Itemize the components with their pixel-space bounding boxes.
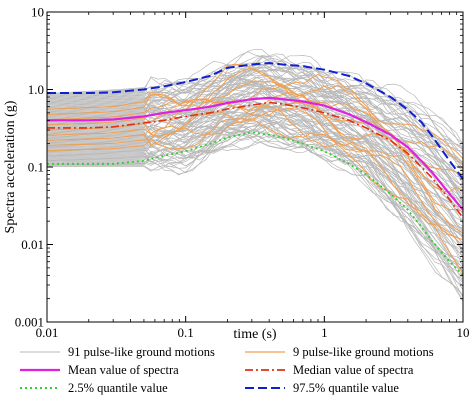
gray-motion-line [46,115,464,268]
legend-quantile-97-5-label: 97.5% quantile value [293,381,399,395]
y-axis-title: Spectra acceleration (g) [3,100,18,233]
orange-motion-line [46,80,464,175]
legend-quantile-2-5-label: 2.5% quantile value [68,381,168,395]
gray-motion-line [46,106,464,244]
gray-motion-line [46,55,464,150]
gray-motion-line [46,75,464,178]
gray-motion-line [46,73,464,188]
gray-motion-line [46,98,464,231]
gray-motion-line [46,53,464,147]
gray-motion-line [46,125,464,278]
gray-motion-line [46,67,464,170]
orange-motion-line [46,101,464,234]
quantile-97-5-line [47,61,464,180]
gray-motion-line [46,63,464,170]
orange-series-lines [46,63,464,275]
legend-orange-label: 9 pulse-like ground motions [293,345,434,359]
legend: 91 pulse-like ground motions 9 pulse-like… [20,345,434,395]
x-tick-label: 0.01 [36,325,59,340]
gray-motion-line [46,91,464,224]
gray-motion-line [46,99,464,233]
gray-motion-line [46,118,464,272]
gray-motion-line [46,97,464,227]
gray-motion-line [46,74,464,194]
y-tick-label: 10 [31,5,44,20]
gray-motion-line [46,104,464,236]
orange-motion-line [46,105,464,247]
legend-gray-label: 91 pulse-like ground motions [68,345,215,359]
statistic-series-lines [47,61,464,276]
orange-motion-line [46,63,464,159]
legend-median-label: Median value of spectra [293,363,414,377]
y-tick-label: 0.1 [28,160,44,175]
y-tick-label: 0.01 [21,237,44,252]
gray-motion-line [46,100,464,236]
gray-motion-line [46,62,464,156]
gray-motion-line [47,130,464,302]
orange-motion-line [46,107,464,241]
x-tick-label: 10 [457,325,470,340]
x-tick-label: 0.1 [178,325,194,340]
median-line [47,101,464,219]
quantile-2-5-line [47,131,464,276]
gray-motion-line [46,83,464,210]
gray-motion-line [47,126,464,301]
gray-motion-line [46,51,464,151]
mean-line [47,96,464,211]
y-tick-label: 1.0 [28,82,44,97]
orange-motion-line [46,84,464,193]
x-tick-label: 1 [321,325,328,340]
legend-mean-label: Mean value of spectra [68,363,179,377]
gray-motion-line [46,74,464,182]
gray-series-lines [46,48,464,302]
gray-motion-line [47,119,464,269]
gray-motion-line [47,126,464,290]
gray-motion-line [47,121,464,282]
gray-motion-line [46,61,464,164]
x-axis-title: time (s) [233,327,276,342]
y-tick-label: 0.001 [15,315,44,330]
